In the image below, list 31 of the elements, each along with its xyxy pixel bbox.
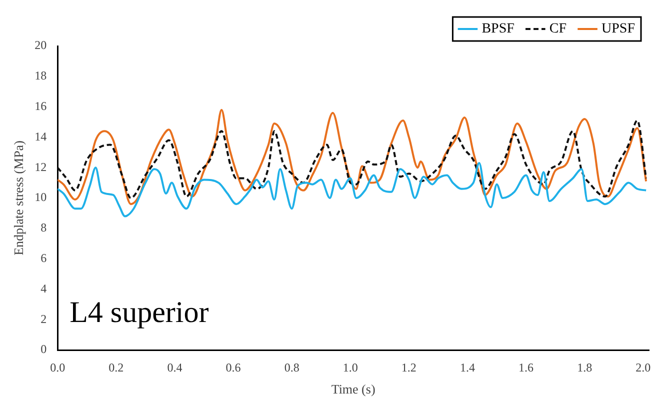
line-series xyxy=(58,108,648,206)
x-tick-label: 1.2 xyxy=(401,360,416,374)
y-tick-label: 0 xyxy=(40,342,47,356)
x-tick-label: 0.4 xyxy=(167,360,182,374)
y-tick-label: 12 xyxy=(34,160,47,174)
y-axis-title: Endplate stress (MPa) xyxy=(11,140,26,256)
y-tick-label: 10 xyxy=(34,190,47,204)
line-series xyxy=(58,119,648,199)
x-tick-label: 0.0 xyxy=(50,360,66,374)
x-tick-label: 0.6 xyxy=(226,360,241,374)
x-tick-label: 1.8 xyxy=(577,360,592,374)
y-tick-label: 8 xyxy=(40,220,47,235)
y-tick-label: 4 xyxy=(40,281,47,296)
legend-label: UPSF xyxy=(602,22,636,37)
y-tick-label: 14 xyxy=(34,129,47,144)
x-tick-label: 2.0 xyxy=(636,360,651,374)
x-tick-label: 0.8 xyxy=(284,360,300,374)
x-axis-title: Time (s) xyxy=(331,382,376,397)
y-tick-label: 20 xyxy=(34,38,47,52)
line-series xyxy=(58,162,648,218)
x-tick-label: 1.4 xyxy=(460,360,475,374)
y-tick-label: 18 xyxy=(34,68,47,83)
x-tick-label: 0.2 xyxy=(108,360,124,374)
legend-label: CF xyxy=(549,22,567,37)
x-tick-label: 1.6 xyxy=(518,360,534,374)
y-tick-label: 2 xyxy=(40,312,47,326)
x-tick-label: 1.0 xyxy=(342,360,358,374)
y-tick-label: 6 xyxy=(40,250,47,265)
annotation: L4 superior xyxy=(70,296,209,329)
legend-label: BPSF xyxy=(482,22,515,37)
y-tick-label: 16 xyxy=(34,98,47,113)
